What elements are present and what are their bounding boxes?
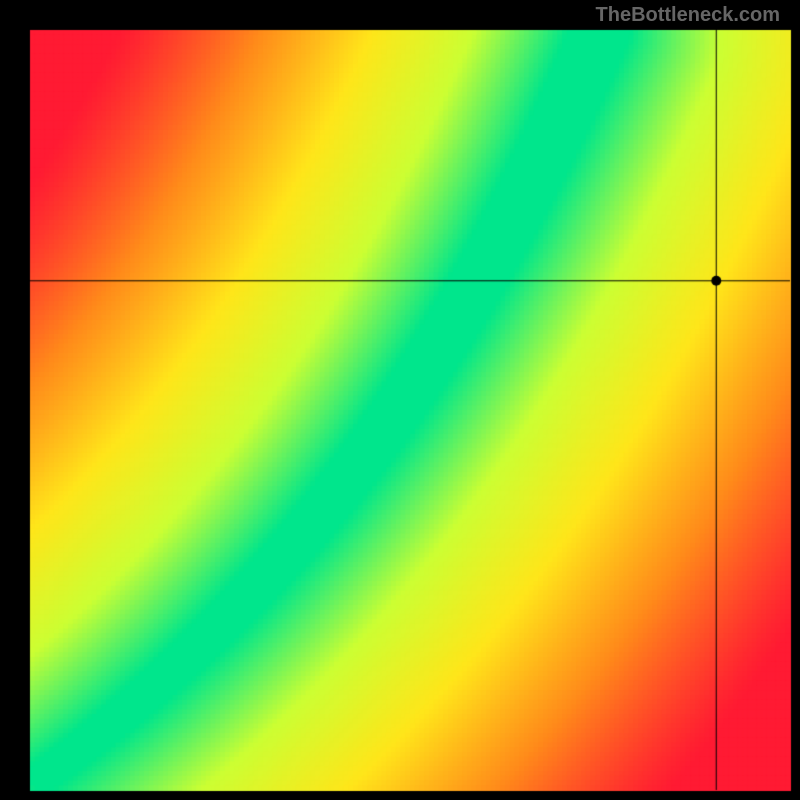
chart-container: TheBottleneck.com bbox=[0, 0, 800, 800]
bottleneck-heatmap bbox=[0, 0, 800, 800]
attribution-text: TheBottleneck.com bbox=[596, 4, 780, 27]
